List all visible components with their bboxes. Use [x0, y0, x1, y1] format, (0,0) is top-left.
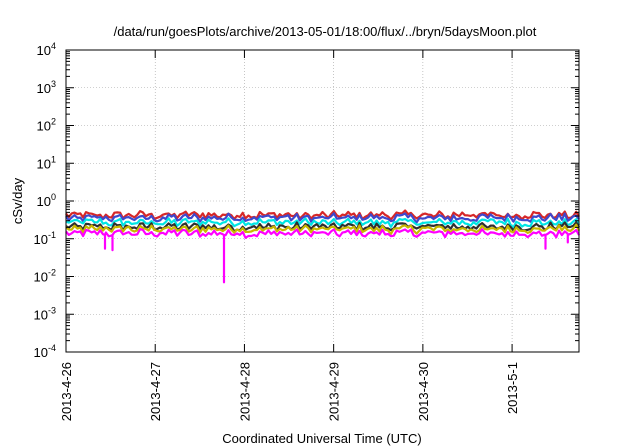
y-tick-base: 10	[37, 81, 51, 96]
y-tick-label: 10-1	[34, 230, 56, 247]
y-tick-base: 10	[34, 307, 48, 322]
y-tick-label: 100	[37, 192, 56, 209]
y-tick-base: 10	[37, 194, 51, 209]
series-line-6	[65, 228, 580, 284]
y-tick-exponent: 4	[51, 41, 56, 51]
series-line-4	[65, 221, 580, 233]
x-tick-label: 2013-4-27	[148, 362, 163, 421]
y-tick-label: 10-4	[34, 343, 56, 360]
y-tick-exponent: -1	[48, 230, 56, 240]
y-tick-exponent: 1	[51, 154, 56, 164]
series-line-3	[65, 217, 580, 229]
y-tick-base: 10	[34, 232, 48, 247]
x-axis-label: Coordinated Universal Time (UTC)	[222, 431, 421, 446]
chart-title: /data/run/goesPlots/archive/2013-05-01/1…	[114, 24, 537, 39]
y-tick-base: 10	[34, 345, 48, 360]
y-tick-exponent: -2	[48, 268, 56, 278]
y-tick-label: 101	[37, 154, 56, 171]
series-lines	[65, 209, 580, 284]
series-line-2	[65, 212, 580, 224]
grid	[66, 50, 579, 352]
series-line-5	[65, 223, 580, 235]
y-tick-exponent: 3	[51, 79, 56, 89]
plot-frame	[65, 49, 580, 353]
y-tick-exponent: -4	[48, 343, 56, 353]
y-tick-label: 104	[37, 41, 56, 58]
x-tick-label: 2013-5-1	[505, 362, 520, 414]
y-axis-label: cSv/day	[10, 177, 25, 224]
y-tick-base: 10	[34, 270, 48, 285]
y-tick-label: 102	[37, 117, 56, 134]
x-tick-label: 2013-4-30	[416, 362, 431, 421]
y-tick-exponent: -3	[48, 305, 56, 315]
series-line-1	[65, 209, 580, 221]
x-tick-label: 2013-4-29	[327, 362, 342, 421]
y-tick-label: 103	[37, 79, 56, 96]
y-tick-exponent: 0	[51, 192, 56, 202]
y-tick-exponent: 2	[51, 117, 56, 127]
x-tick-label: 2013-4-26	[59, 362, 74, 421]
y-tick-label: 10-2	[34, 268, 56, 285]
y-tick-base: 10	[37, 43, 51, 58]
y-tick-label: 10-3	[34, 305, 56, 322]
y-tick-base: 10	[37, 119, 51, 134]
y-tick-base: 10	[37, 156, 51, 171]
x-tick-label: 2013-4-28	[237, 362, 252, 421]
axis-ticks: 10-410-310-210-11001011021031042013-4-26…	[34, 41, 579, 421]
